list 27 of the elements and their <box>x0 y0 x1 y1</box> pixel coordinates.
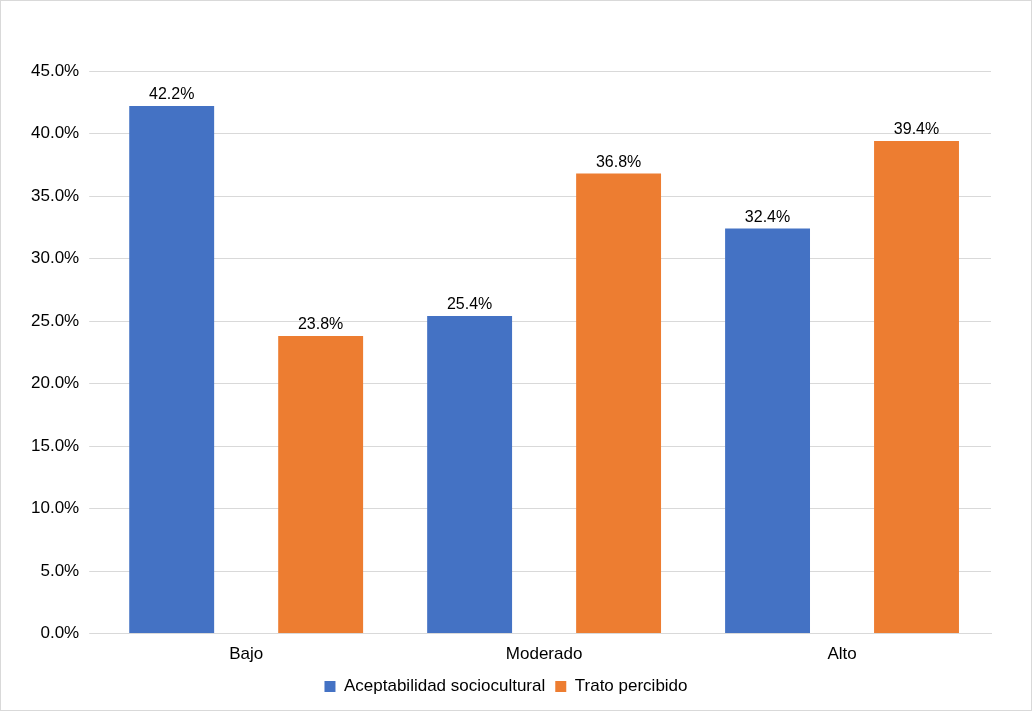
y-tick-label: 20.0% <box>31 373 80 393</box>
x-tick-label: Bajo <box>229 644 264 664</box>
y-tick-label: 30.0% <box>31 248 80 268</box>
data-label: 39.4% <box>893 120 940 138</box>
x-tick-label: Alto <box>827 644 857 664</box>
x-tick-label: Moderado <box>505 644 583 664</box>
y-tick-label: 40.0% <box>31 123 80 143</box>
bar <box>874 141 959 634</box>
bar <box>278 336 364 634</box>
y-tick-label: 15.0% <box>31 435 80 455</box>
bar <box>725 228 811 634</box>
y-tick-label: 10.0% <box>31 498 80 518</box>
y-tick-label: 5.0% <box>40 560 80 580</box>
y-tick-label: 25.0% <box>31 310 80 330</box>
bar <box>129 106 215 634</box>
y-tick-label: 0.0% <box>40 623 80 643</box>
data-label: 36.8% <box>595 152 642 170</box>
legend-label: Trato percibido <box>574 676 688 696</box>
bar <box>576 173 662 634</box>
bar <box>427 316 513 634</box>
data-label: 32.4% <box>744 207 791 225</box>
y-tick-label: 45.0% <box>31 60 80 80</box>
data-label: 42.2% <box>149 85 195 103</box>
data-label: 25.4% <box>446 295 493 313</box>
legend-label: Aceptabilidad sociocultural <box>343 676 546 696</box>
y-tick-label: 35.0% <box>31 185 80 205</box>
data-label: 23.8% <box>297 315 344 333</box>
